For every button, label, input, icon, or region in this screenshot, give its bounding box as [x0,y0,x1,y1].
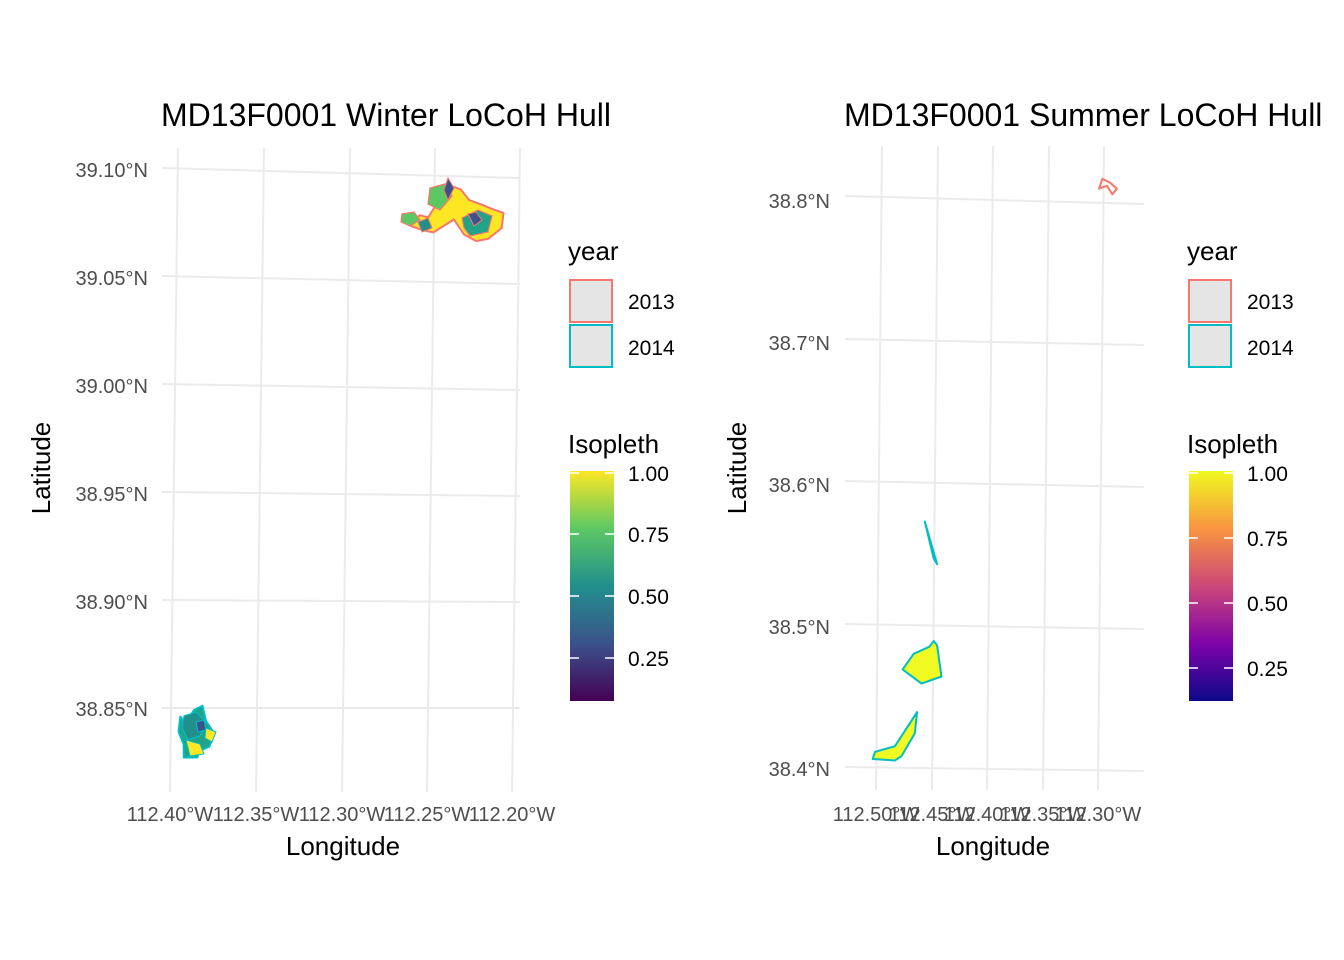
winter-year-label-2013: 2013 [628,291,675,314]
winter-inner-hull [181,711,207,741]
summer-year-key-2013 [1188,279,1232,323]
winter-x-axis-title: Longitude [286,831,400,861]
winter-x-tick: 112.20°W [469,804,556,826]
winter-gridline-x [426,147,436,793]
winter-gridline-y [161,491,521,497]
summer-y-axis-title: Latitude [722,422,752,515]
summer-y-tick: 38.7°N [769,333,830,355]
summer-x-axis-title: Longitude [936,831,1050,861]
summer-hull-polygons [871,177,1118,762]
summer-hull-polygon-2014 [901,640,943,685]
summer-title: MD13F0001 Summer LoCoH Hull [844,97,1322,133]
summer-year-key-2014 [1188,324,1232,368]
summer-x-tick: 112.30°W [1055,804,1142,826]
winter-hull-polygon-2013 [410,184,505,242]
winter-inner-hull [185,739,205,757]
winter-x-tick: 112.25°W [384,804,471,826]
summer-gridline-x [986,145,994,791]
winter-colorbar-label: 0.50 [628,586,669,609]
summer-gridline-y [844,766,1145,772]
summer-colorbar-label: 0.25 [1247,658,1288,681]
summer-x-tick: 112.40°W [944,804,1031,826]
winter-title: MD13F0001 Winter LoCoH Hull [161,97,611,133]
summer-isopleth-legend: Isopleth 1.00 0.75 0.50 0.25 [1187,429,1288,701]
summer-gridline-x [1042,145,1050,791]
winter-isopleth-colorbar [570,471,614,701]
winter-gridline-x [255,147,265,793]
winter-gridline-y [161,167,521,179]
summer-y-ticks: 38.8°N 38.7°N 38.6°N 38.5°N 38.4°N [769,191,830,781]
winter-y-tick: 38.90°N [76,592,149,614]
winter-colorbar-label: 1.00 [628,463,669,486]
winter-colorbar-label: 0.25 [628,648,669,671]
summer-x-tick: 112.50°W [833,804,920,826]
summer-grid [844,145,1145,791]
winter-grid [161,147,521,793]
winter-isopleth-legend: Isopleth 1.00 0.75 0.50 0.25 [568,429,669,701]
winter-inner-hull [195,719,207,733]
winter-gridline-x [169,147,179,793]
summer-y-tick: 38.4°N [769,759,830,781]
summer-hull-polygon-2014 [923,520,939,566]
winter-isopleth-legend-title: Isopleth [568,429,659,459]
winter-inner-hull [400,211,421,227]
winter-gridline-y [161,275,521,285]
summer-year-legend: year 2013 2014 [1187,236,1294,368]
winter-y-axis-title: Latitude [26,422,56,515]
winter-gridline-y [161,383,521,391]
summer-year-label-2014: 2014 [1247,337,1294,360]
winter-x-tick: 112.30°W [299,804,386,826]
winter-inner-hull [443,176,455,202]
winter-y-tick: 39.05°N [76,268,149,290]
summer-y-tick: 38.6°N [769,475,830,497]
winter-hull-polygons [177,184,505,759]
summer-hull-polygon-2013 [1098,177,1118,196]
winter-gridline-x [511,147,521,793]
summer-isopleth-colorbar [1189,471,1233,701]
winter-x-ticks: 112.40°W 112.35°W 112.30°W 112.25°W 112.… [127,804,556,826]
winter-y-tick: 39.00°N [76,376,149,398]
summer-gridline-y [844,338,1145,346]
winter-panel: MD13F0001 Winter LoCoH Hull 39.10°N 39.0… [26,97,675,861]
winter-gridline-x [341,147,351,793]
summer-hull-polygon-2014 [871,711,919,762]
winter-y-tick: 39.10°N [76,160,149,182]
summer-gridline-y [844,195,1145,205]
summer-colorbar-label: 0.50 [1247,593,1288,616]
summer-isopleth-legend-title: Isopleth [1187,429,1278,459]
summer-x-ticks: 112.50°W 112.45°W 112.40°W 112.35°W 112.… [833,804,1142,826]
winter-inner-hull [417,217,433,233]
summer-year-legend-title: year [1187,236,1238,266]
winter-year-legend: year 2013 2014 [568,236,675,368]
winter-year-key-2014 [569,324,613,368]
winter-year-key-2013 [569,279,613,323]
summer-y-tick: 38.5°N [769,617,830,639]
summer-x-tick: 112.45°W [889,804,976,826]
summer-colorbar-label: 0.75 [1247,528,1288,551]
winter-gridline-y [161,599,521,603]
summer-gridline-x [931,145,939,791]
winter-y-tick: 38.85°N [76,699,149,721]
summer-year-label-2013: 2013 [1247,291,1294,314]
winter-year-legend-title: year [568,236,619,266]
winter-year-label-2014: 2014 [628,337,675,360]
winter-x-tick: 112.40°W [127,804,214,826]
summer-gridline-y [844,623,1145,630]
summer-gridline-x [875,145,883,791]
summer-panel: MD13F0001 Summer LoCoH Hull 38.8°N 38.7°… [722,97,1322,861]
summer-y-tick: 38.8°N [769,191,830,213]
winter-isopleth-detail [181,176,493,757]
winter-colorbar-label: 0.75 [628,524,669,547]
winter-inner-hull [204,727,217,743]
summer-colorbar-label: 1.00 [1247,463,1288,486]
summer-gridline-x [1097,145,1105,791]
summer-gridline-y [844,480,1145,488]
winter-x-tick: 112.35°W [213,804,300,826]
summer-x-tick: 112.35°W [1000,804,1087,826]
winter-y-tick: 38.95°N [76,484,149,506]
winter-y-ticks: 39.10°N 39.05°N 39.00°N 38.95°N 38.90°N … [76,160,149,721]
winter-inner-hull [467,211,483,227]
